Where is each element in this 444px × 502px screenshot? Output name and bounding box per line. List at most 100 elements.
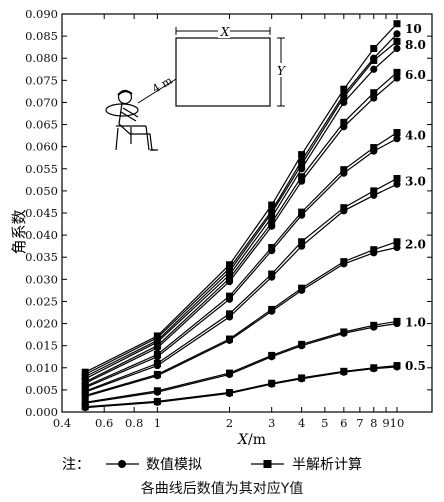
point-analytic [268,351,276,359]
y-axis-label: 角系数 [10,209,28,254]
series-analytic-line-10 [84,23,398,373]
series-labels: 0.5 1.0 2.0 3.0 4.0 6.0 8.0 10 [405,22,426,373]
series-numeric-line-2.0 [85,246,398,398]
series-analytic-line-8.0 [84,40,398,378]
point-analytic [370,246,378,254]
series-numeric-line-1.0 [85,323,398,404]
point-analytic [370,321,378,329]
point-analytic [268,379,276,387]
point-analytic [153,351,161,359]
x-tick-label: 1 [154,416,161,430]
series-label: 2.0 [405,238,426,252]
x-axis-ticks: 0.4 0.6 0.8 1 2 3 4 5 6 7 8 9 10 [53,14,404,430]
x-tick-label: 0.8 [125,416,143,430]
series-numeric-line-4.0 [84,138,398,389]
x-axis-label: X/m [237,432,266,448]
point-analytic [225,310,233,318]
point-analytic [340,204,348,212]
point-numeric [393,180,401,188]
x-tick-label: 0.4 [53,416,71,430]
y-axis-ticks: 0.000 0.005 0.010 0.015 0.020 0.025 0.030 0.035… [25,7,432,419]
series-lines [81,20,401,412]
x-tick-label: 5 [321,416,328,430]
point-analytic [393,68,401,76]
point-analytic [340,258,348,266]
series-label: 3.0 [405,174,426,188]
point-numeric [340,98,348,107]
point-analytic [153,370,161,378]
series-label: 10 [405,22,422,36]
legend-prefix: 注： [62,457,90,473]
point-numeric [268,207,276,215]
series-numeric-line-10 [84,33,398,375]
y-tick-label: 0.010 [25,361,58,375]
point-analytic [393,362,401,370]
series-label: 8.0 [405,38,426,52]
y-tick-label: 0.050 [25,184,58,198]
point-analytic [225,389,233,397]
y-tick-label: 0.065 [25,118,58,132]
point-analytic [370,364,378,372]
point-numeric [370,65,378,73]
point-numeric [298,157,306,165]
x-tick-label: 6 [340,416,347,430]
point-analytic [340,166,348,174]
series-analytic-line-3.0 [84,177,398,392]
y-tick-label: 0.055 [25,162,58,176]
note-line-2: 各曲线后数值为其对应Y值 [140,481,304,497]
y-tick-label: 0.040 [25,228,58,242]
point-analytic [370,89,378,97]
y-tick-label: 0.045 [25,206,58,220]
series-label: 1.0 [405,315,426,329]
series-analytic-line-6.0 [84,71,398,383]
y-tick-label: 0.015 [25,339,58,353]
point-analytic [298,208,306,216]
y-tick-label: 0.075 [25,73,58,87]
point-analytic [298,284,306,292]
legend-label-analytic: 半解析计算 [292,457,362,473]
inset-illustration: X Y 4 m [105,24,287,151]
y-tick-label: 0.090 [25,7,58,21]
point-numeric [340,90,348,99]
y-tick-label: 0.025 [25,294,58,308]
x-axis-label-unit: /m [248,432,266,448]
point-numeric [393,30,401,38]
legend-marker-numeric [118,460,126,468]
point-numeric [370,94,378,102]
point-analytic [340,367,348,375]
x-tick-label: 10 [390,416,405,430]
point-analytic [268,243,276,251]
point-analytic [268,305,276,313]
x-tick-label: 9 [382,416,389,430]
point-analytic [393,317,401,325]
point-analytic [225,335,233,343]
series-label: 0.5 [405,359,426,373]
series-numeric-line-3.0 [84,183,398,393]
point-analytic [393,238,401,246]
x-axis-label-var: X [237,432,249,448]
point-analytic [153,387,161,395]
x-tick-label: 4 [298,416,305,430]
legend: 注： 数值模拟 半解析计算 [62,457,362,473]
point-numeric [393,135,401,143]
y-tick-label: 0.020 [25,317,58,331]
series-analytic-line-0.5 [85,365,398,408]
point-analytic [268,270,276,278]
series-numeric-line-8.0 [84,48,398,380]
y-tick-label: 0.080 [25,51,58,65]
point-analytic [225,261,233,269]
inset-distance-label: 4 m [150,74,175,96]
point-numeric [370,54,378,62]
series-analytic-line-1.0 [85,320,398,403]
point-analytic [153,332,161,340]
point-analytic [268,201,276,209]
point-analytic [370,187,378,195]
y-tick-label: 0.030 [25,272,58,286]
point-analytic [153,359,161,367]
point-analytic [298,151,306,159]
point-analytic [298,173,306,181]
legend-marker-analytic [263,460,272,468]
point-analytic [370,44,378,52]
y-tick-label: 0.070 [25,95,58,109]
